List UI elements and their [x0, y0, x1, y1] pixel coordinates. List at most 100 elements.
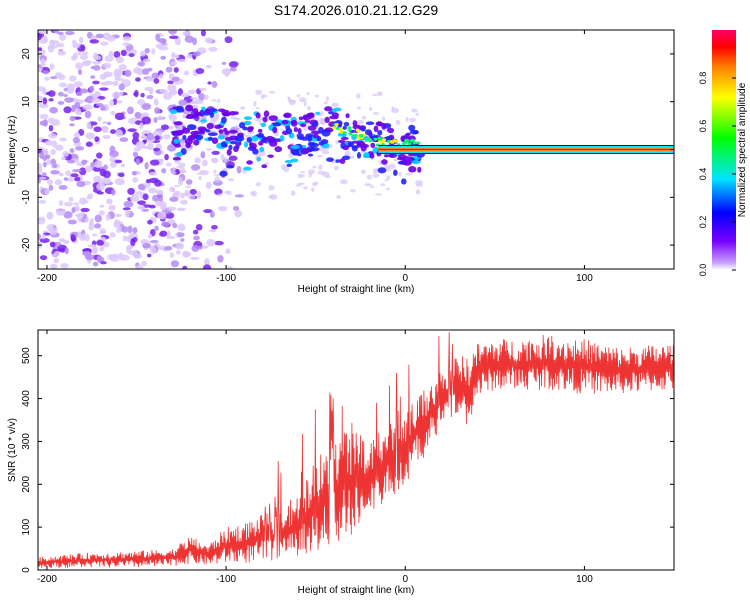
- spectrogram-noise-blob: [45, 154, 51, 159]
- spectrogram-haze-blob: [215, 113, 220, 118]
- spectrogram-curve-blob: [211, 137, 219, 144]
- spectrogram-noise-blob: [120, 254, 130, 261]
- spectrogram-noise-blob: [139, 122, 144, 130]
- spectrogram-noise-blob: [224, 36, 233, 44]
- spectrogram-noise-blob: [175, 250, 181, 255]
- spectrogram-noise-blob: [42, 161, 47, 168]
- spectrogram-haze-blob: [409, 117, 417, 123]
- spectrogram-curve-blob: [290, 144, 301, 150]
- spectrogram-noise-blob: [142, 243, 151, 249]
- spectrogram-noise-blob: [39, 237, 50, 243]
- spectrogram-noise-blob: [62, 150, 69, 157]
- spectrogram-noise-blob: [94, 136, 100, 142]
- spectrogram-noise-blob: [49, 63, 55, 71]
- spectrogram-haze-blob: [180, 170, 187, 174]
- spectrogram-curve-blob: [388, 153, 394, 158]
- spectrogram-haze-blob: [298, 97, 307, 103]
- spectrogram-haze-blob: [283, 166, 290, 173]
- spectrogram-noise-blob: [108, 204, 116, 211]
- spectrogram-noise-blob: [76, 181, 86, 188]
- spectrogram-noise-blob: [79, 88, 89, 94]
- spectrogram-noise-blob: [64, 201, 74, 207]
- spectrogram-curve-blob: [220, 141, 228, 148]
- spectrogram-haze-blob: [196, 172, 202, 176]
- spectrogram-noise-blob: [135, 158, 141, 166]
- spectrogram-noise-blob: [96, 152, 103, 159]
- spectrogram-noise-blob: [167, 144, 177, 152]
- spectrogram-haze-blob: [234, 125, 240, 129]
- spectrogram-curve-blob: [173, 138, 180, 144]
- spectrogram-noise-blob: [38, 67, 43, 73]
- spectrogram-noise-blob: [39, 255, 48, 261]
- spectrogram-noise-blob: [99, 230, 107, 235]
- spectrogram-noise-blob: [44, 188, 49, 195]
- spectrogram-noise-blob: [73, 132, 81, 139]
- spectrogram-noise-blob: [150, 247, 157, 255]
- spectrogram-noise-blob: [42, 97, 48, 105]
- spectrogram-curve-blob: [342, 125, 347, 130]
- spectrogram-noise-blob: [73, 81, 83, 88]
- spectrogram-haze-blob: [185, 147, 193, 151]
- spectrogram-noise-blob: [54, 72, 63, 78]
- spectrogram-noise-blob: [131, 171, 138, 176]
- spectrogram-noise-blob: [234, 194, 245, 198]
- spectrogram-noise-blob: [99, 87, 109, 91]
- spectrogram-noise-blob: [119, 137, 129, 143]
- spectrogram-haze-blob: [268, 184, 275, 191]
- spectrogram-haze-blob: [398, 171, 402, 177]
- spectrogram-noise-blob: [154, 107, 161, 114]
- spectrogram-noise-blob: [104, 72, 109, 77]
- spectrogram-noise-blob: [168, 30, 177, 35]
- spectrogram-haze-blob: [245, 134, 253, 139]
- spectrogram-haze-blob: [251, 190, 258, 197]
- spectrogram-curve-peak: [401, 142, 406, 146]
- spectrogram-noise-blob: [191, 245, 200, 253]
- spectrogram-noise-blob: [100, 41, 109, 46]
- spectrogram-haze-blob: [372, 111, 380, 115]
- spectrogram-noise-blob: [154, 179, 162, 187]
- spectrogram-noise-blob: [142, 58, 151, 63]
- spectrogram-curve-blob: [352, 124, 362, 130]
- spectrogram-curve-blob: [235, 145, 240, 149]
- spectrogram-noise-blob: [53, 257, 59, 264]
- spectrogram-noise-blob: [38, 177, 41, 184]
- spectrogram-xtick-label: 100: [576, 273, 593, 284]
- spectrogram-curve-blob: [229, 140, 237, 145]
- spectrogram-curve-blob: [345, 113, 350, 119]
- spectrogram-noise-blob: [47, 117, 55, 124]
- spectrogram-noise-blob: [199, 169, 209, 176]
- spectrogram-curve-blob: [224, 137, 234, 141]
- spectrogram-noise-blob: [158, 46, 169, 51]
- spectrogram-haze-blob: [255, 182, 261, 187]
- spectrogram-haze-blob: [369, 185, 375, 188]
- spectrogram-noise-blob: [82, 104, 93, 111]
- spectrogram-noise-blob: [192, 37, 197, 46]
- spectrogram-noise-blob: [209, 211, 215, 218]
- spectrogram-haze-blob: [316, 154, 324, 158]
- spectrogram-noise-blob: [50, 76, 58, 80]
- spectrogram-noise-blob: [70, 234, 76, 242]
- spectrogram-noise-blob: [63, 211, 73, 219]
- spectrogram-noise-blob: [132, 131, 140, 139]
- spectrogram-noise-blob: [43, 35, 48, 43]
- spectrogram-noise-blob: [39, 113, 49, 120]
- spectrogram-noise-blob: [54, 144, 64, 151]
- spectrogram-noise-blob: [81, 159, 88, 165]
- spectrogram-noise-blob: [211, 81, 218, 88]
- spectrogram-curve-blob: [293, 126, 299, 133]
- spectrogram-curve-blob: [324, 116, 330, 123]
- spectrogram-haze-blob: [317, 170, 326, 175]
- spectrogram-noise-blob: [151, 72, 160, 79]
- spectrogram-haze-blob: [212, 157, 219, 164]
- spectrogram-noise-blob: [38, 166, 43, 175]
- spectrogram-noise-blob: [82, 200, 89, 204]
- spectrogram-curve-peak: [416, 141, 421, 145]
- spectrogram-noise-blob: [140, 134, 148, 140]
- spectrogram-noise-blob: [72, 137, 80, 144]
- spectrogram-curve-blob: [302, 114, 308, 121]
- spectrogram-noise-blob: [153, 78, 160, 84]
- spectrogram-haze-blob: [173, 184, 181, 188]
- spectrogram-noise-blob: [167, 80, 174, 85]
- spectrogram-haze-blob: [217, 193, 223, 197]
- spectrogram-noise-blob: [41, 172, 47, 178]
